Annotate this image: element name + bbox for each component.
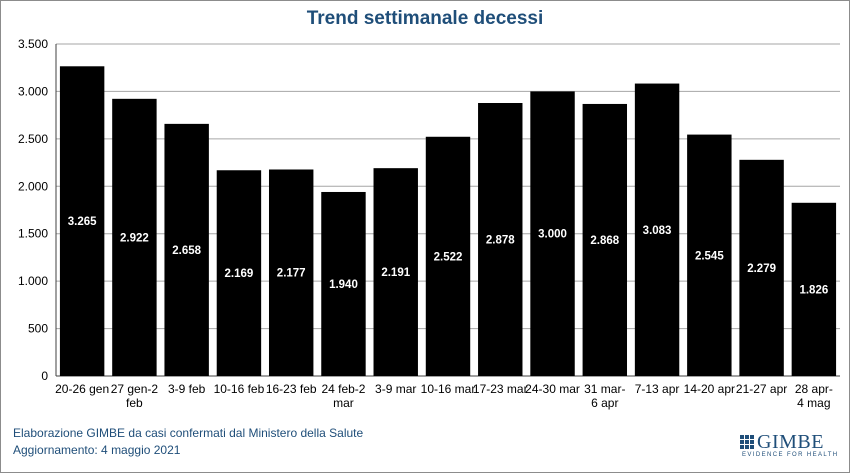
bar xyxy=(687,134,732,376)
x-tick-label: 7-13 apr xyxy=(635,382,680,396)
x-tick-label: 21-27 apr xyxy=(736,382,787,396)
bar xyxy=(164,123,209,376)
data-label: 2.545 xyxy=(695,250,724,262)
data-label: 3.000 xyxy=(538,229,567,241)
y-tick-label: 2.500 xyxy=(18,132,48,146)
data-label: 2.177 xyxy=(277,268,306,280)
x-tick-label: 31 mar-6 apr xyxy=(584,382,625,410)
data-label: 2.522 xyxy=(434,251,463,263)
data-label: 2.279 xyxy=(747,263,776,275)
gimbe-logo-icon xyxy=(740,435,754,449)
logo-tagline: EVIDENCE FOR HEALTH xyxy=(742,452,839,458)
y-tick-label: 3.500 xyxy=(18,37,48,51)
x-tick-label: 17-23 mar xyxy=(473,382,528,396)
data-label: 2.658 xyxy=(172,245,201,257)
x-tick-label: 10-16 feb xyxy=(214,382,265,396)
update-date: Aggiornamento: 4 maggio 2021 xyxy=(13,443,181,457)
x-tick-label: 28 apr-4 mag xyxy=(795,382,833,410)
x-tick-label: 16-23 feb xyxy=(266,382,317,396)
bar xyxy=(530,91,575,376)
logo-name: GIMBE xyxy=(757,431,824,453)
bar xyxy=(791,202,837,376)
data-label: 2.878 xyxy=(486,235,515,247)
data-label: 3.083 xyxy=(643,225,672,237)
bar xyxy=(112,98,157,377)
gimbe-logo: GIMBE EVIDENCE FOR HEALTH xyxy=(740,431,840,462)
bar xyxy=(216,170,262,376)
chart-title: Trend settimanale decessi xyxy=(306,8,544,29)
x-tick-label: 3-9 mar xyxy=(375,382,416,396)
bar xyxy=(373,168,418,376)
data-label: 2.191 xyxy=(381,267,410,279)
bar xyxy=(321,191,366,376)
y-tick-label: 500 xyxy=(28,322,48,336)
y-tick-label: 1.000 xyxy=(18,274,48,288)
bar xyxy=(478,103,523,376)
bar xyxy=(582,103,628,377)
y-tick-label: 3.000 xyxy=(18,84,48,98)
data-label: 2.868 xyxy=(590,235,619,247)
data-label: 2.169 xyxy=(225,268,254,280)
data-label: 2.922 xyxy=(120,232,149,244)
y-tick-label: 2.000 xyxy=(18,179,48,193)
bar xyxy=(634,83,680,377)
x-tick-label: 10-16 mar xyxy=(421,382,476,396)
source-note: Elaborazione GIMBE da casi confermati da… xyxy=(13,426,364,440)
y-tick-label: 0 xyxy=(41,369,48,383)
x-tick-label: 24 feb-2 mar xyxy=(321,382,365,410)
bar xyxy=(268,169,314,376)
x-tick-label: 24-30 mar xyxy=(525,382,580,396)
x-tick-label: 14-20 apr xyxy=(684,382,735,396)
bar xyxy=(425,136,471,376)
x-tick-label: 20-26 gen xyxy=(55,382,109,396)
x-tick-label: 27 gen-2 feb xyxy=(111,382,159,410)
bar xyxy=(739,159,784,376)
y-tick-label: 1.500 xyxy=(18,227,48,241)
data-label: 3.265 xyxy=(68,216,97,228)
data-label: 1.826 xyxy=(799,284,828,296)
data-label: 1.940 xyxy=(329,279,358,291)
bar xyxy=(59,66,105,376)
x-tick-label: 3-9 feb xyxy=(168,382,206,396)
